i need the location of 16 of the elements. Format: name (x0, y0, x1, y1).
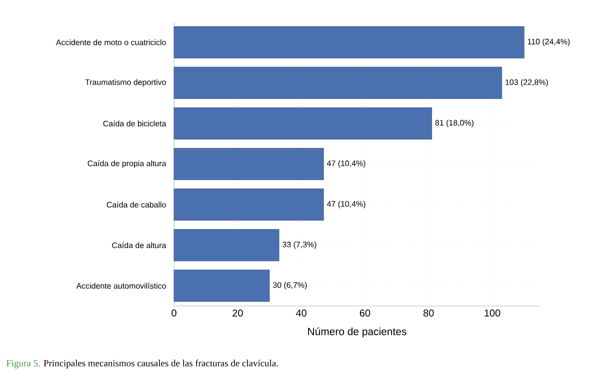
x-tick-label: 60 (360, 310, 370, 317)
bar (174, 66, 502, 99)
x-tick-label: 80 (424, 310, 434, 317)
x-axis-title: Número de pacientes (308, 327, 406, 338)
x-tick-label: 0 (172, 310, 176, 317)
bar (174, 107, 432, 140)
x-tick-label: 20 (232, 310, 243, 317)
text: Principales mecanismos causales de las fracturas de clavícula. (44, 360, 278, 368)
x-tick-label: 40 (296, 310, 306, 317)
x-tick-label: 100 (484, 310, 500, 317)
bar (174, 188, 324, 221)
text: Figura 5. (6, 360, 40, 368)
bar (174, 148, 324, 180)
bar (174, 229, 280, 262)
bar (174, 270, 270, 302)
bar (174, 26, 524, 58)
